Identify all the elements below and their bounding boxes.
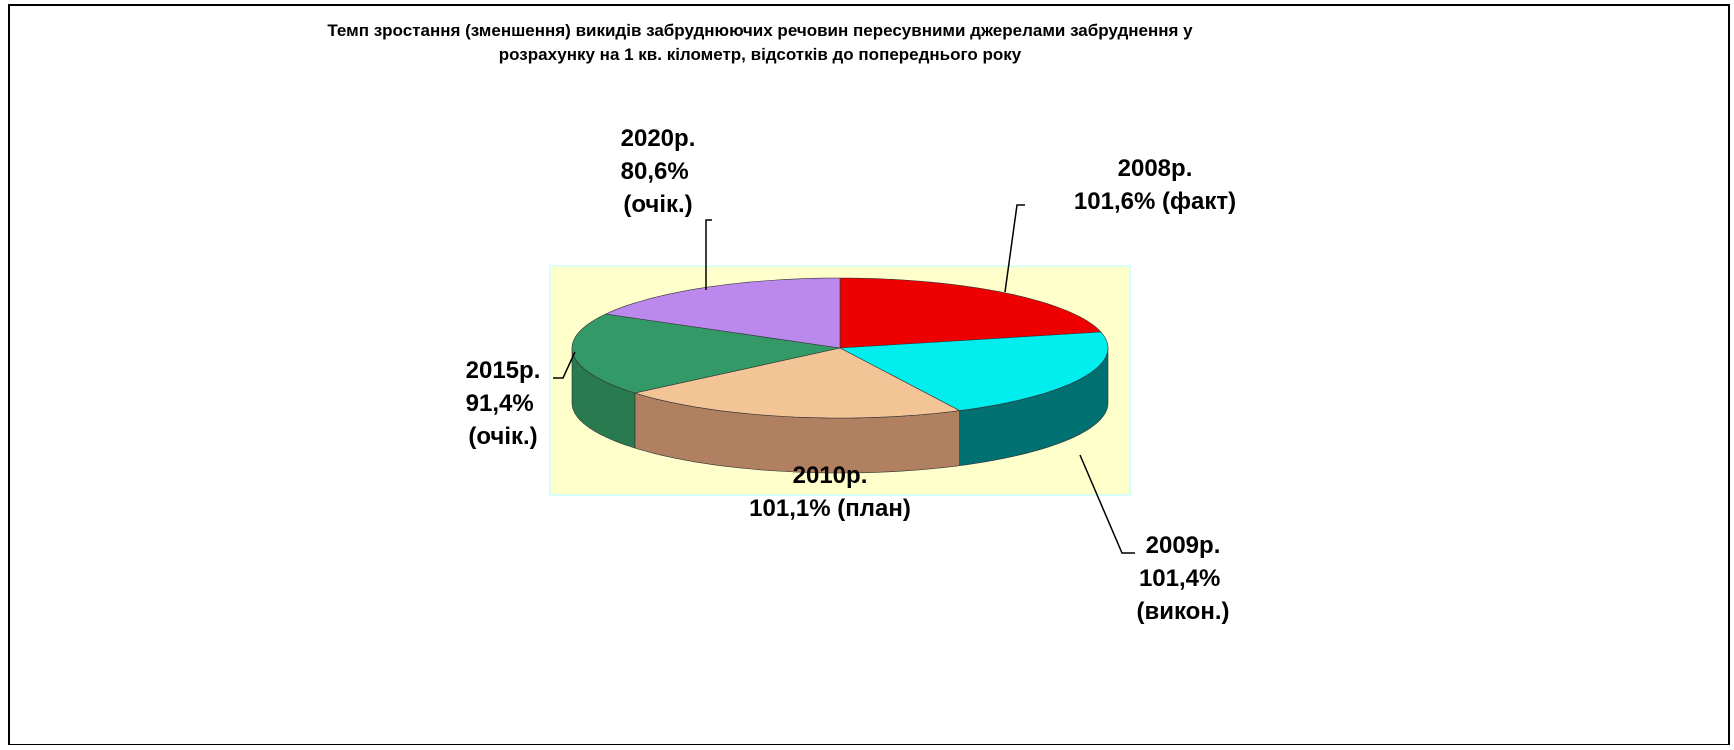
category-label: 2009р.: [1146, 532, 1221, 559]
pie-slice: [604, 277, 841, 349]
value-label: 80,6% (очік.): [621, 158, 696, 218]
pie: [571, 277, 1109, 474]
category-label: 2020р.: [621, 125, 696, 152]
leader-line: [1079, 454, 1135, 554]
pie-slice: [838, 331, 1109, 411]
chart-title: Темп зростання (зменшення) викидів забру…: [327, 21, 1193, 40]
value-label: 101,6% (факт): [1074, 188, 1236, 215]
category-label: 2015р.: [466, 357, 541, 384]
category-label: 2010р.: [793, 462, 868, 489]
pie-slice: [839, 277, 1102, 349]
leader-line: [1004, 204, 1025, 293]
value-label: 101,4% (викон.): [1136, 565, 1229, 625]
category-label: 2008р.: [1118, 155, 1193, 182]
chart-title: розрахунку на 1 кв. кілометр, відсотків …: [499, 45, 1022, 64]
leader-lines: [553, 204, 1135, 554]
labels: 2008р. 101,6% (факт) 2009р. 101,4% (викон.)…: [466, 125, 1236, 625]
value-label: 101,1% (план): [749, 495, 911, 522]
leader-line: [553, 351, 576, 379]
leader-line: [705, 219, 712, 290]
pie-slice: [633, 347, 961, 419]
value-label: 91,4% (очік.): [466, 390, 541, 450]
